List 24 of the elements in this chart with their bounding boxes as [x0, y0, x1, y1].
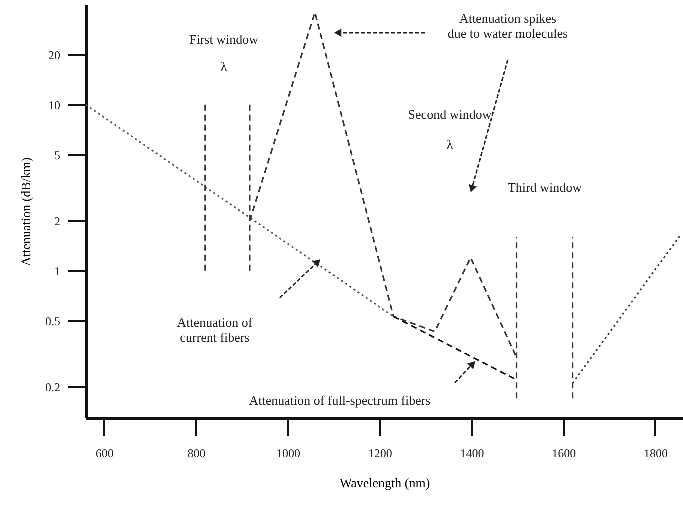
- annotation: Second window: [408, 107, 492, 122]
- annotation: Attenuation spikes due to water molecules: [448, 11, 568, 41]
- annotation: λ: [446, 137, 454, 152]
- x-tick-label: 1400: [460, 446, 484, 460]
- y-axis-title: Attenuation (dB/km): [18, 158, 34, 266]
- x-tick-label: 1600: [552, 446, 576, 460]
- x-tick-label: 1800: [644, 446, 668, 460]
- y-tick-label: 0.5: [46, 314, 60, 328]
- y-tick-label: 1: [54, 264, 60, 278]
- y-tick-label: 2: [54, 214, 60, 228]
- x-tick-label: 1200: [368, 446, 392, 460]
- x-tick-label: 800: [188, 446, 206, 460]
- x-tick-label: 1000: [276, 446, 301, 460]
- y-tick-label: 10: [48, 98, 60, 112]
- x-tick-label: 600: [96, 446, 114, 460]
- annotation: Third window: [508, 180, 583, 195]
- y-tick-label: 20: [48, 48, 60, 62]
- x-axis-title: Wavelength (nm): [340, 476, 430, 490]
- y-tick-label: 5: [54, 148, 60, 162]
- y-tick-label: 0.2: [46, 380, 60, 394]
- annotation: λ: [220, 59, 228, 74]
- annotation: Attenuation of full-spectrum fibers: [249, 393, 431, 408]
- annotation: Attenuation of current fibers: [177, 315, 254, 345]
- annotation: First window: [190, 32, 260, 47]
